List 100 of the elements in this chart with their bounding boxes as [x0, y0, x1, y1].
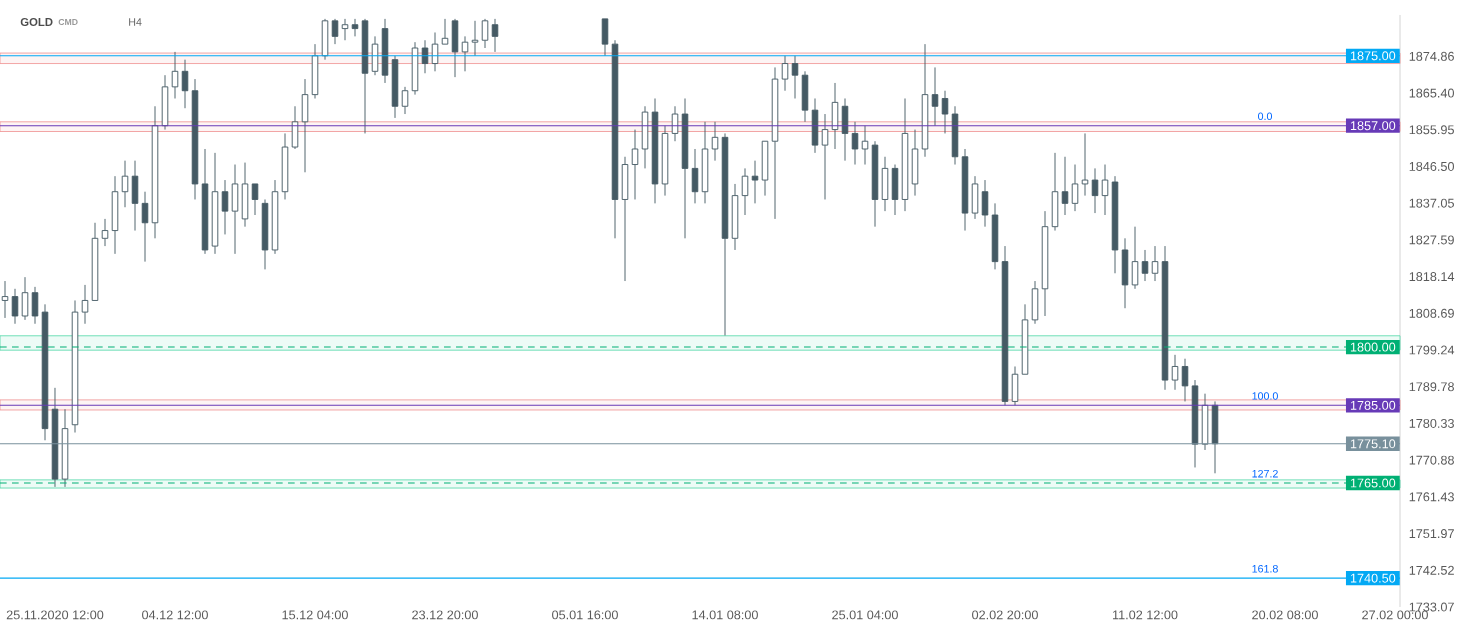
- candlestick: [1091, 167, 1099, 214]
- candlestick: [211, 152, 219, 255]
- candlestick: [271, 179, 279, 255]
- candlestick: [51, 387, 59, 488]
- candlestick: [681, 98, 689, 239]
- x-tick-label: 23.12 20:00: [412, 610, 478, 620]
- candlestick: [181, 59, 189, 109]
- candlestick: [381, 18, 389, 84]
- candlestick: [1111, 175, 1119, 274]
- y-tick-label: 1808.69: [1409, 308, 1454, 318]
- y-tick-label: 1742.52: [1409, 565, 1454, 575]
- candlestick: [691, 148, 699, 204]
- candlestick: [931, 66, 939, 127]
- candlestick: [1101, 164, 1109, 216]
- y-tick-label: 1818.14: [1409, 272, 1455, 282]
- candlestick: [961, 148, 969, 232]
- candlestick: [241, 162, 249, 228]
- chart-title: GOLD: [20, 17, 53, 26]
- candlestick: [481, 18, 489, 49]
- candlestick: [721, 132, 729, 336]
- x-tick-label: 20.02 08:00: [1252, 610, 1318, 620]
- candlestick: [731, 183, 739, 251]
- candlestick: [1161, 245, 1169, 391]
- candlestick: [331, 18, 339, 45]
- candlestick: [351, 18, 359, 37]
- candlestick: [121, 160, 129, 208]
- candlestick: [1151, 245, 1159, 282]
- x-tick-label: 04.12 12:00: [142, 610, 208, 620]
- candlestick: [31, 286, 39, 325]
- x-tick-label: 25.01 04:00: [832, 610, 898, 620]
- candlestick: [391, 55, 399, 119]
- candlestick: [451, 18, 459, 78]
- y-tick-label: 1874.86: [1409, 51, 1454, 61]
- candlestick: [891, 164, 899, 216]
- candlestick: [11, 288, 19, 325]
- candlestick: [611, 39, 619, 239]
- y-tick-label: 1789.78: [1409, 382, 1454, 392]
- ref-line-label: 1800.00: [1350, 342, 1396, 352]
- candlestick: [201, 148, 209, 255]
- ref-line-label: 1775.10: [1350, 439, 1396, 449]
- candlestick: [491, 18, 499, 53]
- candlestick: [951, 105, 959, 165]
- candlestick: [981, 179, 989, 228]
- candlestick: [881, 156, 889, 212]
- x-tick-label: 15.12 04:00: [282, 610, 348, 620]
- candlestick: [1071, 164, 1079, 212]
- y-tick-label: 1761.43: [1409, 492, 1454, 502]
- candlestick: [401, 86, 409, 115]
- candlestick: [21, 276, 29, 321]
- y-tick-label: 1780.33: [1409, 418, 1454, 428]
- x-tick-label: 27.02 00:00: [1362, 610, 1428, 620]
- candlestick: [1001, 245, 1009, 406]
- candlestick: [1181, 358, 1189, 402]
- x-tick-label: 25.11.2020 12:00: [6, 610, 104, 620]
- annotation: 100.0: [1252, 392, 1278, 400]
- y-tick-label: 1846.50: [1409, 161, 1454, 171]
- candlestick: [191, 78, 199, 200]
- y-tick-label: 1733.07: [1409, 602, 1454, 612]
- candlestick: [231, 164, 239, 255]
- chart-subtitle: CMD: [58, 18, 78, 26]
- candlestick: [81, 284, 89, 325]
- candlestick: [801, 70, 809, 123]
- candlestick: [741, 167, 749, 216]
- y-tick-label: 1751.97: [1409, 529, 1454, 539]
- candlestick: [791, 55, 799, 99]
- candlestick: [41, 303, 49, 441]
- candlestick: [1121, 237, 1129, 309]
- candlestick: [1061, 156, 1069, 216]
- candlestick: [941, 90, 949, 134]
- annotation: 161.8: [1252, 564, 1278, 573]
- candlestick: [621, 156, 629, 282]
- candlestick: [751, 160, 759, 204]
- candlestick: [1, 280, 9, 319]
- candlestick: [811, 98, 819, 154]
- y-tick-label: 1827.59: [1409, 235, 1454, 245]
- candlestick: [111, 175, 119, 255]
- candlestick: [421, 39, 429, 74]
- candlestick: [1051, 152, 1059, 232]
- candlestick: [651, 98, 659, 204]
- candlestick: [991, 202, 999, 270]
- ref-line-label: 1875.00: [1350, 51, 1396, 61]
- y-tick-label: 1855.95: [1409, 125, 1454, 135]
- x-tick-label: 02.02 20:00: [972, 610, 1038, 620]
- candlestick: [871, 140, 879, 228]
- x-tick-label: 11.02 12:00: [1112, 610, 1178, 620]
- candlestick: [141, 191, 149, 263]
- annotation: 127.2: [1252, 469, 1278, 478]
- candlestick: [131, 160, 139, 232]
- annotation: 0.0: [1258, 112, 1273, 121]
- candlestick: [341, 18, 349, 41]
- x-tick-label: 14.01 08:00: [692, 610, 758, 620]
- candlestick: [261, 199, 269, 270]
- candlestick: [1191, 379, 1199, 468]
- candlestick: [361, 18, 369, 134]
- y-tick-label: 1799.24: [1409, 345, 1455, 355]
- ref-line-label: 1857.00: [1350, 121, 1396, 131]
- candlestick: [1141, 249, 1149, 282]
- candlestick: [101, 218, 109, 247]
- candlestick: [851, 121, 859, 165]
- ref-line-label: 1740.50: [1350, 573, 1396, 583]
